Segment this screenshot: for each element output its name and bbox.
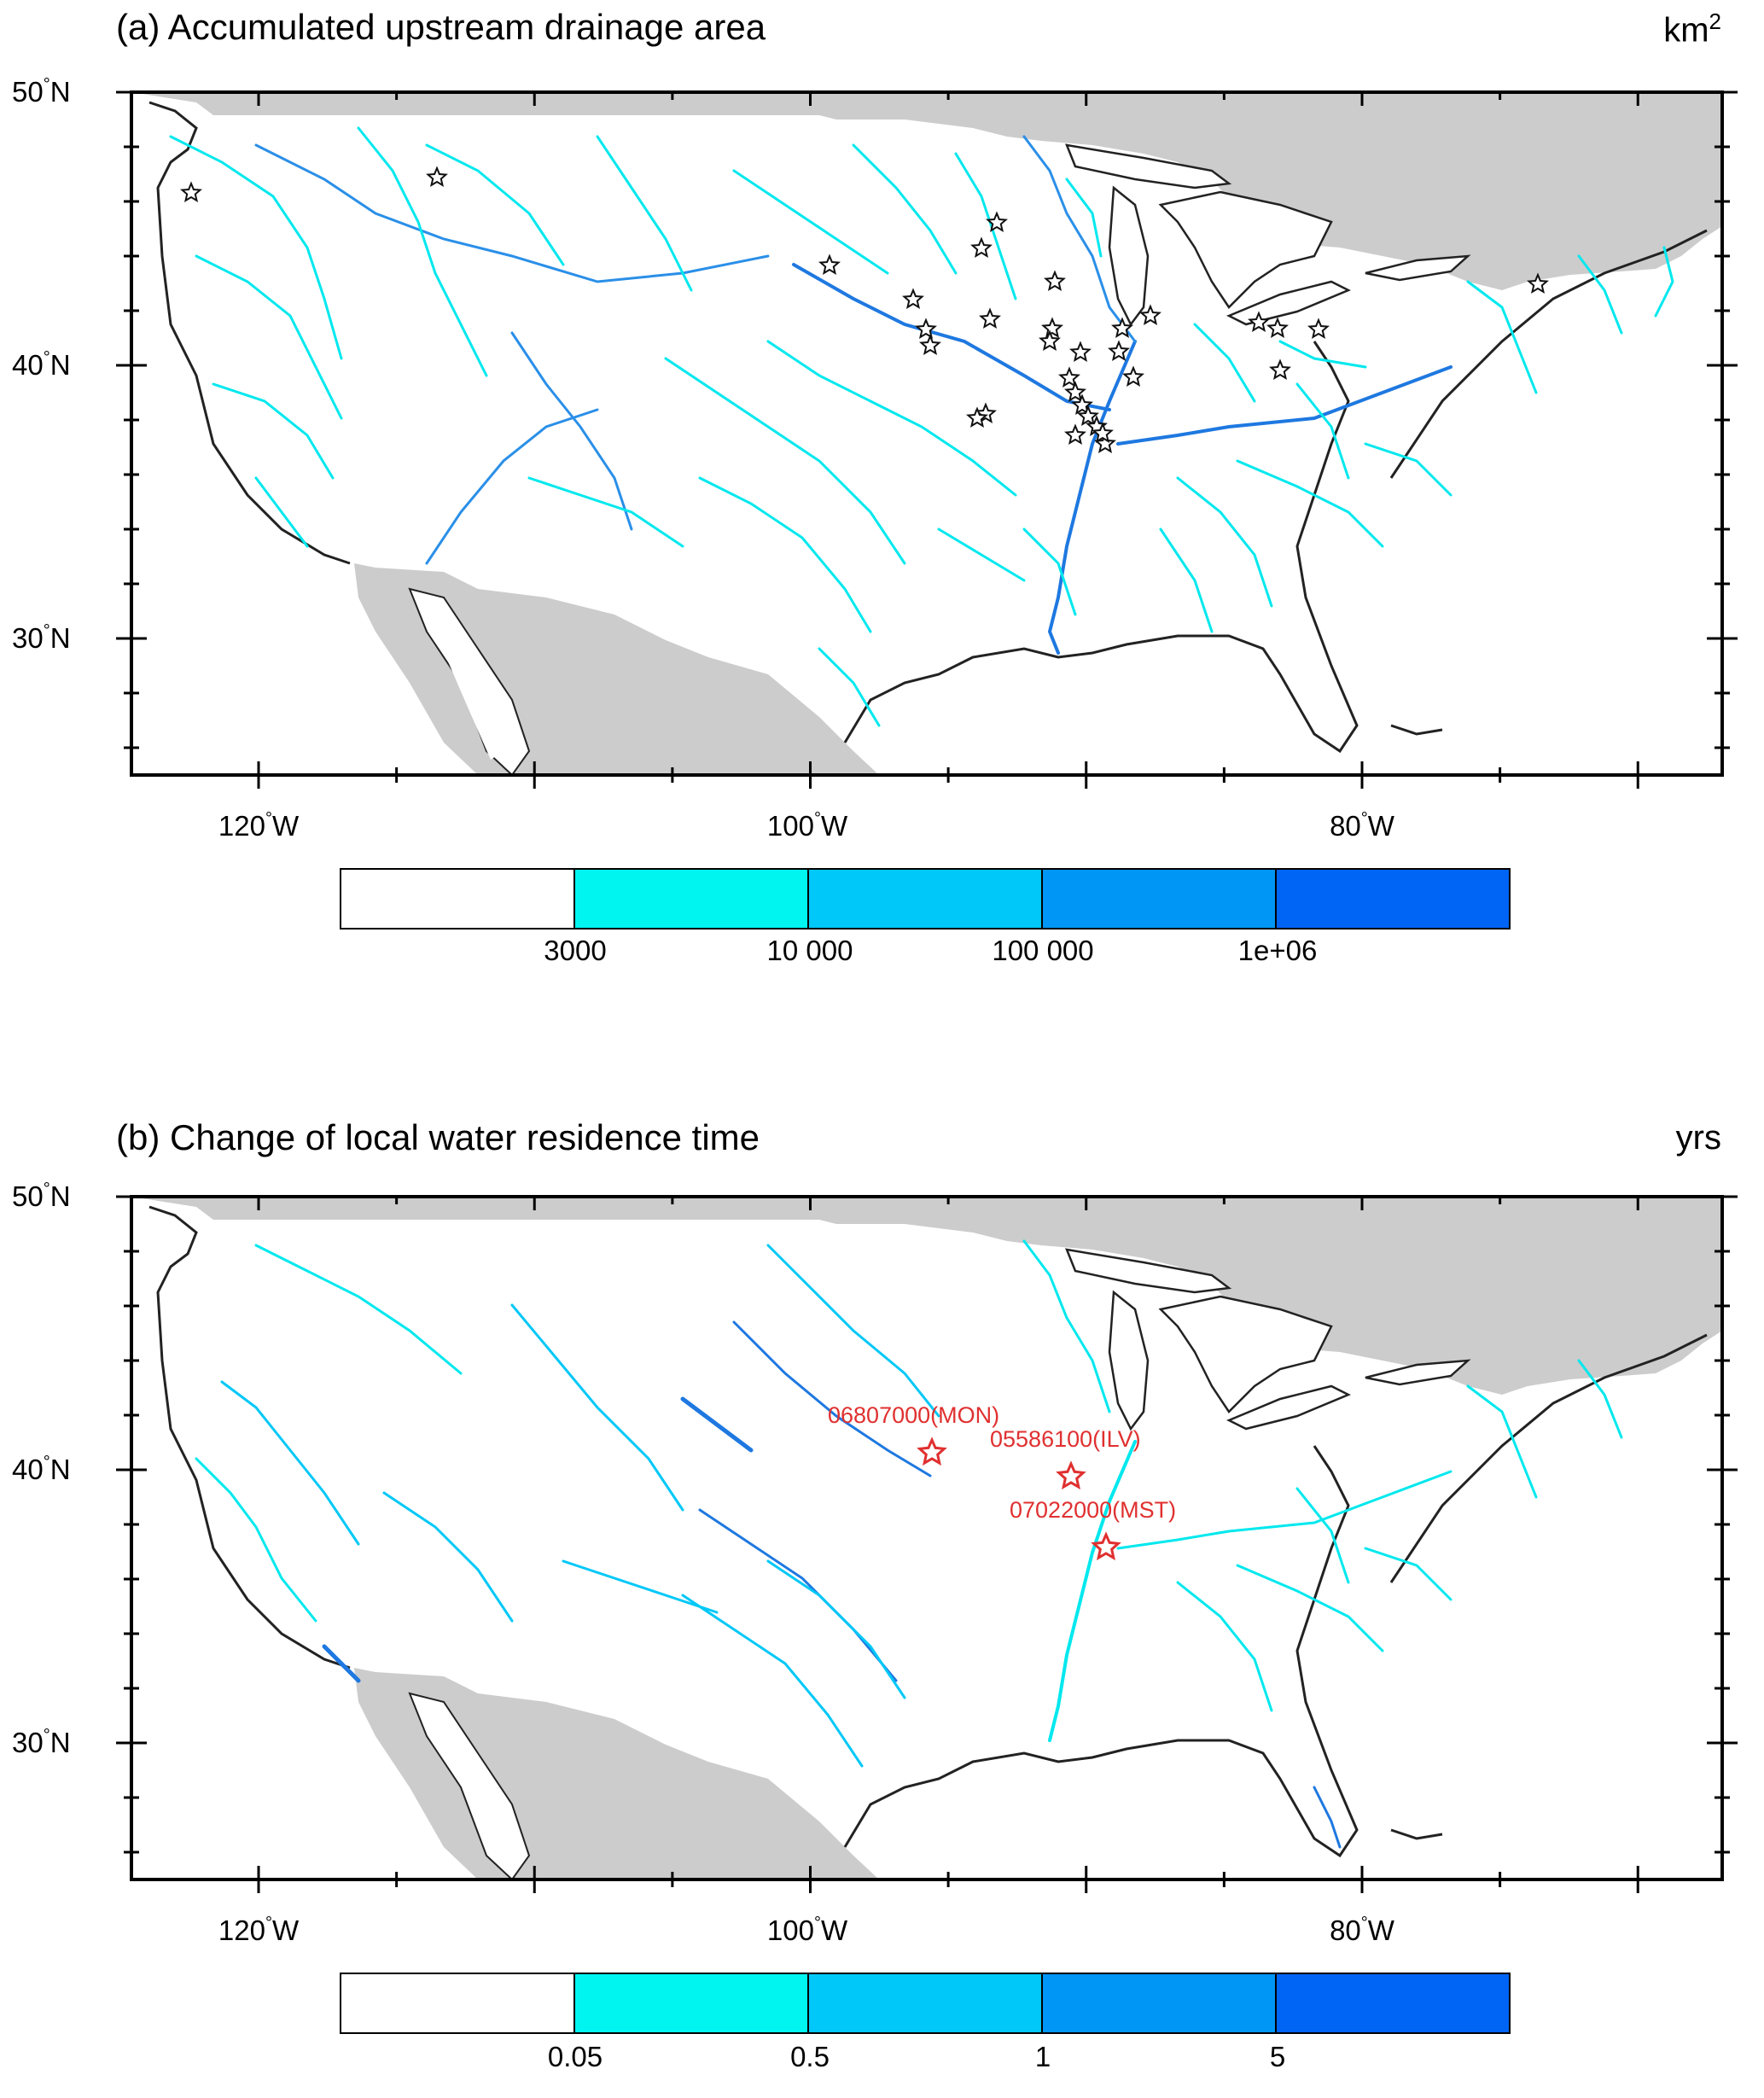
lat-label-50: 50°N [12,75,71,108]
lat-label-40: 40°N [12,1453,71,1485]
gauge-star [986,211,1008,232]
gauge-star [1069,341,1092,362]
lat-label-30: 30°N [12,621,71,654]
gauge-star [1122,365,1144,387]
panel-title: (b) Change of local water residence time [116,1117,760,1157]
colorbar-swatch [1041,868,1277,930]
colorbar-swatch [573,1973,809,2034]
lat-label-50: 50°N [12,1180,71,1212]
colorbar-label: 1 [1034,2041,1051,2072]
panel-title: (a) Accumulated upstream drainage area [116,7,766,47]
lat-label-30: 30°N [12,1726,71,1758]
gauge-star [915,318,937,339]
colorbar-swatch [1275,1973,1511,2034]
colorbar-label: 3000 [544,935,607,966]
map-frame [130,1195,1724,1881]
colorbar-swatch [340,1973,575,2034]
gauge-star [1064,423,1086,445]
colorbar-swatch [807,868,1043,930]
colorbar-label: 5 [1269,2041,1286,2072]
panel-residence-time: (b) Change of local water residence time… [0,1049,1764,2098]
gauge-star [1044,270,1066,291]
colorbar-label: 10 000 [766,935,853,966]
gauge-star [1527,272,1549,294]
colorbar-swatch [1041,1973,1277,2034]
gauge-star [1307,318,1330,339]
colorbar [340,1973,1511,2034]
colorbar-label: 100 000 [992,935,1094,966]
colorbar-label: 0.05 [547,2041,603,2072]
map-canvas [116,90,1738,930]
lon-label-120: 120°W [218,1914,300,1946]
gauge-label: 07022000(MST) [1010,1497,1176,1523]
river-network [169,126,1674,727]
gauge-star [970,236,993,258]
gauge-label: 05586100(ILV) [990,1426,1141,1452]
gauge-star [180,181,202,202]
colorbar-swatch [573,868,809,930]
unit-label: yrs [1675,1119,1721,1157]
canada-land [131,92,1722,290]
gauge-star [1041,317,1063,338]
gauge-star [902,288,924,309]
map-canvas: 06807000(MON)05586100(ILV) 07022000(MST) [116,1195,1738,2034]
lat-label-40: 40°N [12,348,71,381]
gauge-stars [180,166,1549,453]
colorbar-label: 0.5 [790,2041,830,2072]
lon-label-120: 120°W [218,809,300,842]
colorbar-swatch [1275,868,1511,930]
gauge-star [818,254,841,275]
gauge-marker-star [1056,1460,1086,1490]
gauge-marker-star [917,1437,947,1466]
colorbar-swatch [340,868,575,930]
map-frame [130,90,1724,777]
canada-land [131,1197,1722,1395]
colorbar-label: 1e+06 [1237,935,1318,966]
gauge-star [1111,317,1133,338]
gauge-star [919,334,941,355]
great-lakes [1065,143,1232,189]
river-network [195,1239,1623,1849]
gauge-star [1039,329,1061,351]
gauge-star [1139,304,1161,325]
lon-label-100: 100°W [766,809,848,842]
gauge-star [1269,358,1291,380]
gauge-label: 06807000(MON) [828,1402,999,1428]
gauge-star [979,307,1001,329]
lon-label-80: 80°W [1330,1914,1394,1946]
panel-drainage-area: (a) Accumulated upstream drainage area k… [12,7,1738,966]
gauge-marker-star [1091,1531,1121,1561]
gauge-star [1108,340,1130,361]
lon-label-100: 100°W [766,1914,848,1946]
gauge-star [1092,422,1114,443]
gauge-star [1248,311,1270,332]
gauge-star [1077,405,1099,426]
lon-label-80: 80°W [1330,809,1394,842]
gauge-star [966,406,988,428]
gauge-star [426,166,448,187]
gauge-markers: 06807000(MON)05586100(ILV) 07022000(MST) [828,1402,1176,1561]
unit-label: km2 [1663,9,1721,50]
gauge-star [1064,381,1086,402]
colorbar [340,868,1511,930]
colorbar-swatch [807,1973,1043,2034]
gauge-star [1058,366,1080,388]
gauge-star [1266,317,1289,338]
unit-superscript: 2 [1709,9,1721,34]
